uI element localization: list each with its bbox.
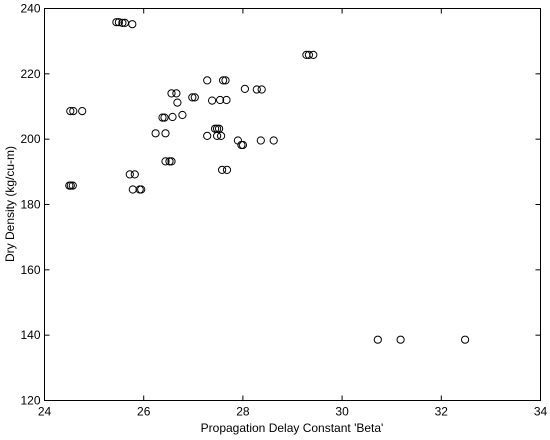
x-axis-label: Propagation Delay Constant 'Beta' (201, 421, 384, 435)
data-point (219, 76, 228, 85)
x-tick-labels: 24 26 28 30 32 34 (38, 405, 548, 419)
x-tick-label: 30 (335, 405, 349, 419)
data-point (68, 181, 77, 190)
data-point (167, 157, 176, 166)
data-point (304, 50, 313, 60)
x-tick-label: 32 (435, 405, 449, 419)
x-tick-label: 26 (137, 405, 151, 419)
y-tick-labels: 120 140 160 180 200 220 240 (20, 2, 40, 408)
data-point (217, 131, 226, 140)
y-tick-label: 180 (20, 198, 40, 212)
data-point (208, 96, 217, 105)
data-point (173, 98, 182, 107)
data-point (215, 124, 224, 133)
data-point (257, 85, 266, 94)
x-tick-label: 24 (38, 405, 52, 419)
data-point (151, 129, 160, 138)
data-point (216, 95, 225, 105)
data-point (256, 136, 265, 145)
data-point (168, 112, 177, 122)
data-point (161, 129, 170, 138)
data-point (238, 140, 247, 150)
data-point (190, 93, 199, 102)
data-point (373, 335, 382, 344)
data-point (211, 124, 220, 133)
data-point (114, 18, 124, 27)
axis-ticks (44, 8, 541, 401)
data-point (222, 95, 231, 105)
data-point (218, 165, 227, 174)
y-tick-label: 160 (20, 263, 40, 277)
data-point (118, 18, 127, 27)
data-point (222, 165, 232, 174)
data-point (165, 157, 174, 166)
data-point (188, 93, 197, 102)
x-tick-label: 28 (236, 405, 250, 419)
data-point (128, 185, 137, 194)
plot-frame (44, 8, 541, 401)
data-point (78, 107, 87, 116)
data-point (66, 107, 75, 116)
data-point (160, 113, 169, 122)
y-tick-label: 140 (20, 328, 40, 342)
data-point (240, 84, 249, 94)
y-tick-label: 200 (20, 132, 40, 146)
data-point (221, 76, 230, 85)
y-tick-label: 120 (20, 394, 40, 408)
data-point (161, 157, 170, 166)
data-point (112, 18, 121, 27)
data-point (203, 131, 212, 140)
y-tick-label: 220 (20, 67, 40, 81)
data-point (461, 335, 470, 344)
data-point (130, 170, 139, 179)
x-tick-label: 34 (534, 405, 548, 419)
data-point (203, 76, 212, 85)
data-point (158, 113, 167, 122)
data-point (128, 20, 137, 29)
data-point (252, 85, 261, 94)
data-point (69, 107, 78, 116)
data-point (167, 89, 176, 98)
data-point (178, 110, 187, 120)
data-point (213, 131, 222, 140)
data-point (172, 89, 181, 98)
data-point (125, 170, 134, 179)
data-point (66, 181, 75, 190)
data-point (396, 335, 405, 344)
y-axis-label: Dry Density (kg/cu-m) (3, 146, 17, 262)
y-tick-label: 240 (20, 2, 40, 16)
data-points (65, 18, 470, 344)
data-point (309, 50, 318, 60)
data-point (137, 185, 146, 194)
data-point (269, 136, 278, 145)
